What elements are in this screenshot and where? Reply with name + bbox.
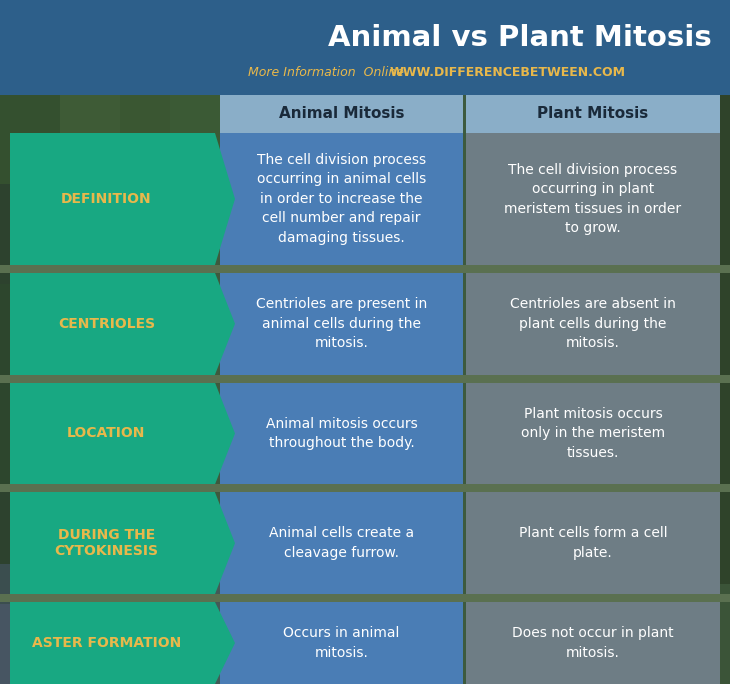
Polygon shape	[215, 492, 235, 594]
Text: Animal cells create a
cleavage furrow.: Animal cells create a cleavage furrow.	[269, 527, 414, 560]
Bar	[466, 133, 720, 265]
Text: WWW.DIFFERENCEBETWEEN.COM: WWW.DIFFERENCEBETWEEN.COM	[390, 66, 626, 79]
Text: Centrioles are present in
animal cells during the
mitosis.: Centrioles are present in animal cells d…	[256, 298, 427, 350]
Polygon shape	[215, 382, 235, 484]
Text: DURING THE
CYTOKINESIS: DURING THE CYTOKINESIS	[54, 528, 158, 558]
Text: The cell division process
occurring in plant
meristem tissues in order
to grow.: The cell division process occurring in p…	[504, 163, 682, 235]
Text: Occurs in animal
mitosis.: Occurs in animal mitosis.	[283, 627, 400, 660]
Bar	[680, 0, 730, 584]
Bar	[10, 492, 215, 594]
Text: DEFINITION: DEFINITION	[61, 192, 152, 206]
Bar	[10, 133, 215, 265]
Bar	[220, 133, 463, 265]
Bar	[466, 95, 720, 133]
Bar	[220, 95, 463, 133]
Bar	[10, 375, 235, 382]
Text: Plant Mitosis: Plant Mitosis	[537, 107, 649, 122]
Bar	[10, 265, 235, 273]
Bar	[0, 564, 220, 684]
Bar	[0, 284, 200, 484]
Text: Animal Mitosis: Animal Mitosis	[279, 107, 404, 122]
Bar	[466, 273, 720, 375]
Text: CENTRIOLES: CENTRIOLES	[58, 317, 155, 331]
Bar	[10, 484, 235, 492]
Bar	[60, 0, 140, 684]
Bar	[220, 273, 463, 375]
Bar	[220, 602, 463, 684]
Bar	[0, 0, 60, 684]
Bar	[0, 484, 730, 492]
Bar	[0, 0, 730, 95]
Bar	[0, 594, 730, 602]
Bar	[120, 0, 170, 684]
Bar	[0, 604, 180, 684]
Text: More Information  Online: More Information Online	[248, 66, 404, 79]
Bar	[10, 602, 215, 684]
Polygon shape	[215, 602, 235, 684]
Bar	[0, 375, 730, 382]
Text: Centrioles are absent in
plant cells during the
mitosis.: Centrioles are absent in plant cells dur…	[510, 298, 676, 350]
Bar	[10, 594, 235, 602]
Bar	[220, 492, 463, 594]
Text: ASTER FORMATION: ASTER FORMATION	[31, 636, 181, 650]
Text: Animal mitosis occurs
throughout the body.: Animal mitosis occurs throughout the bod…	[266, 417, 418, 450]
Bar	[220, 382, 463, 484]
Polygon shape	[215, 273, 235, 375]
Bar	[466, 382, 720, 484]
Text: Plant cells form a cell
plate.: Plant cells form a cell plate.	[519, 527, 667, 560]
Bar	[0, 4, 220, 184]
Bar	[466, 492, 720, 594]
Text: Does not occur in plant
mitosis.: Does not occur in plant mitosis.	[512, 627, 674, 660]
Bar	[466, 602, 720, 684]
Bar	[10, 273, 215, 375]
Bar	[10, 382, 215, 484]
Text: Animal vs Plant Mitosis: Animal vs Plant Mitosis	[328, 24, 712, 52]
Bar	[650, 0, 730, 684]
Text: Plant mitosis occurs
only in the meristem
tissues.: Plant mitosis occurs only in the meriste…	[521, 407, 665, 460]
Bar	[0, 265, 730, 273]
Text: The cell division process
occurring in animal cells
in order to increase the
cel: The cell division process occurring in a…	[257, 153, 426, 245]
Polygon shape	[215, 133, 235, 265]
Text: LOCATION: LOCATION	[67, 426, 145, 440]
